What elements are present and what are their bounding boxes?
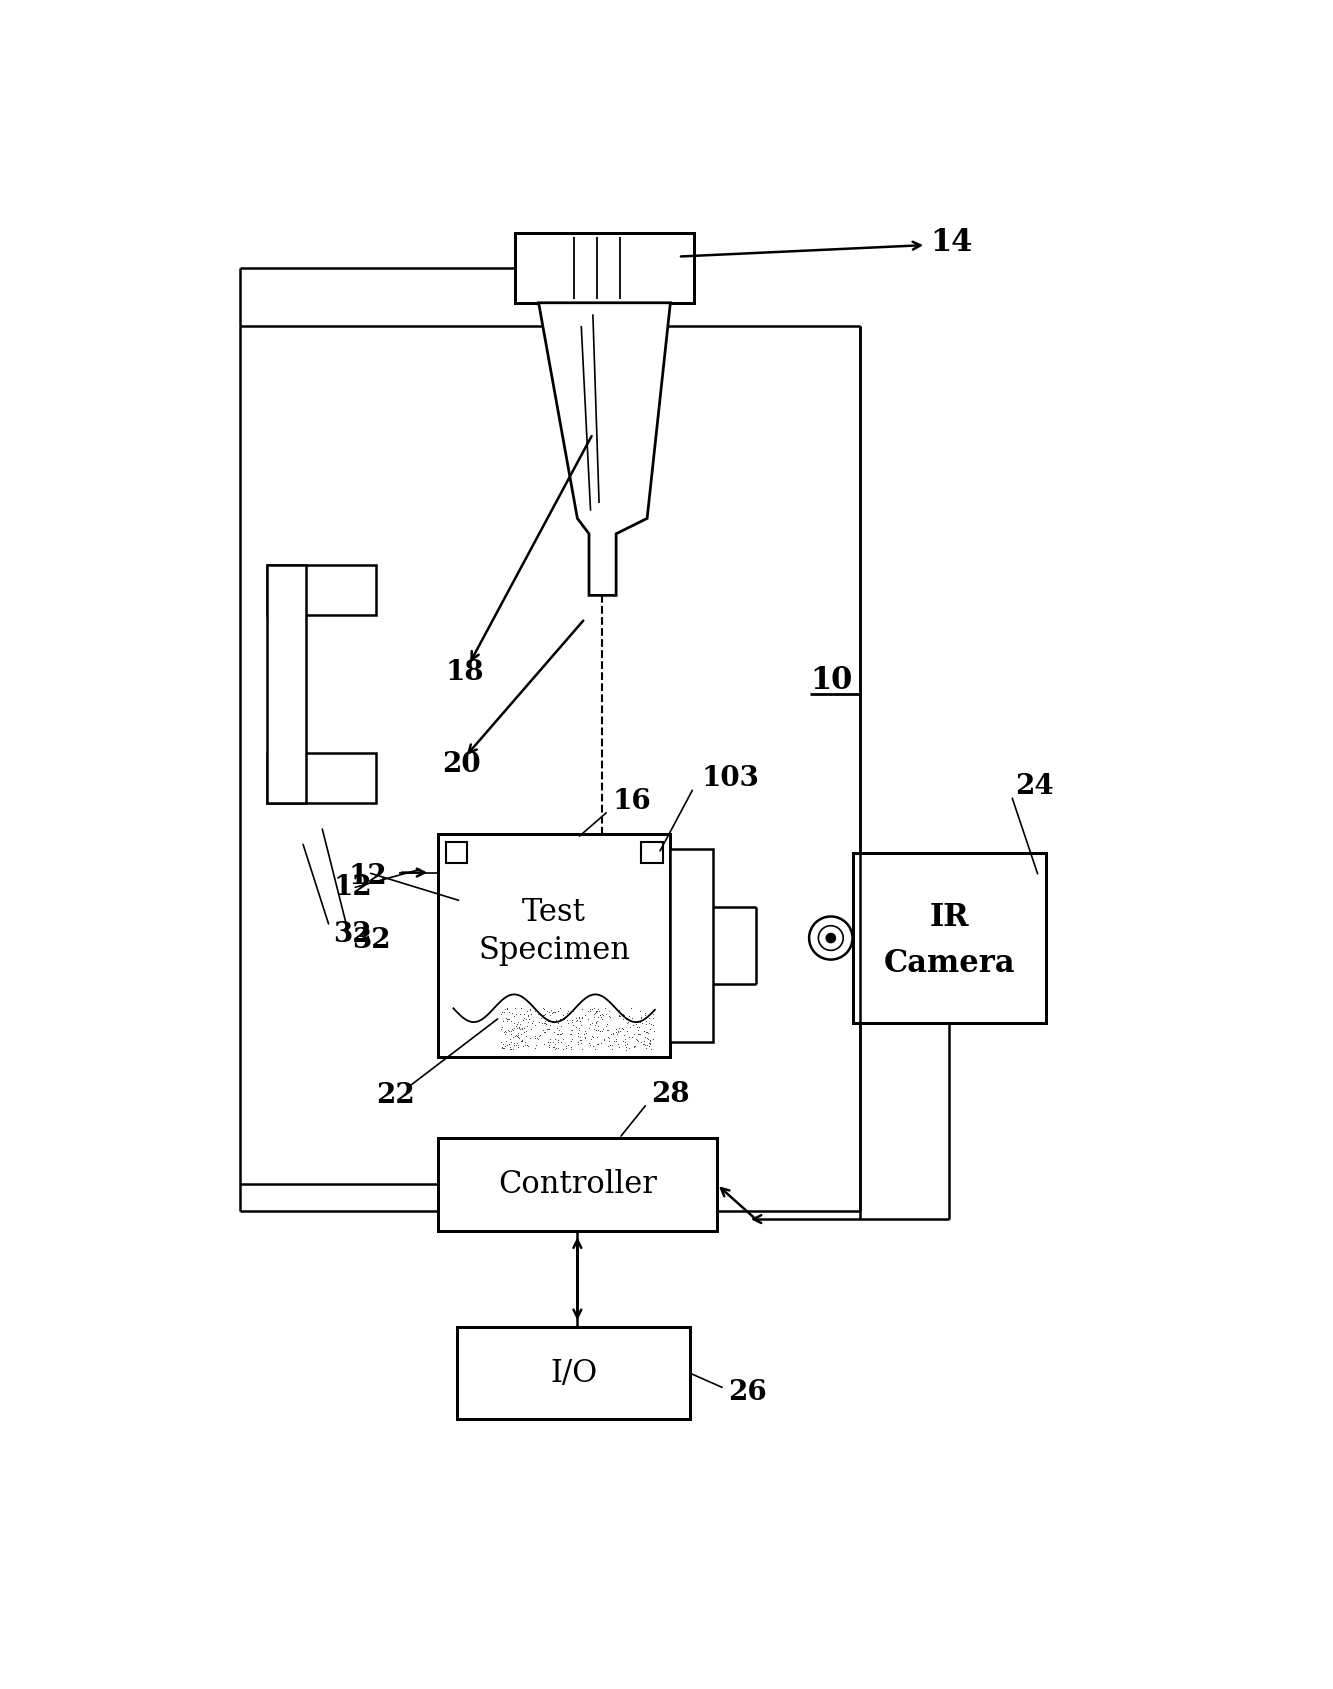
Text: 12: 12 (333, 875, 372, 902)
Text: 14: 14 (930, 228, 972, 258)
Text: 12: 12 (349, 863, 388, 890)
Text: I/O: I/O (551, 1358, 597, 1388)
Bar (437, 1138, 717, 1231)
Bar (670, 850, 713, 1042)
Text: 32: 32 (333, 921, 372, 948)
Text: 20: 20 (441, 752, 480, 779)
Text: 103: 103 (701, 765, 760, 792)
Text: Specimen: Specimen (479, 934, 631, 966)
Text: 16: 16 (612, 789, 651, 816)
Bar (437, 834, 670, 1057)
Bar (457, 1328, 689, 1419)
Text: 26: 26 (729, 1378, 768, 1405)
Bar (641, 841, 663, 863)
Circle shape (826, 934, 836, 942)
Text: 10: 10 (810, 664, 852, 696)
Text: Controller: Controller (499, 1169, 657, 1199)
Bar (853, 853, 1046, 1024)
Bar (516, 233, 693, 302)
Polygon shape (539, 302, 670, 596)
Bar (268, 753, 376, 804)
Bar (268, 564, 376, 615)
Text: 28: 28 (651, 1081, 689, 1108)
Text: 22: 22 (376, 1083, 415, 1110)
Text: 18: 18 (445, 659, 484, 686)
Text: Test: Test (523, 897, 587, 927)
Bar (268, 564, 307, 804)
Bar (445, 841, 468, 863)
Text: 32: 32 (353, 927, 392, 954)
Text: IR: IR (929, 902, 969, 934)
Text: Camera: Camera (884, 948, 1016, 980)
Text: 24: 24 (1016, 774, 1054, 801)
